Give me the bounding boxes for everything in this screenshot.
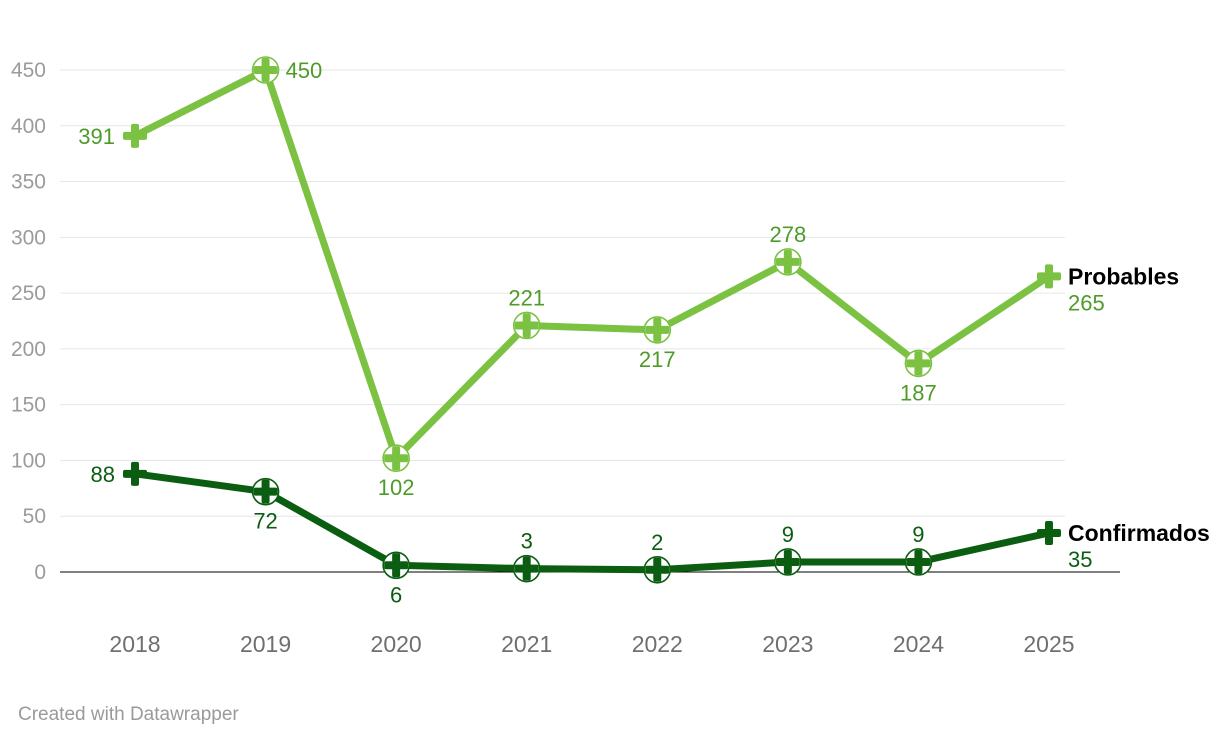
data-label-confirmados: 6 [390, 582, 402, 607]
point-marker-probables [131, 123, 139, 148]
point-marker-confirmados [131, 461, 139, 486]
y-tick-label: 450 [11, 59, 46, 82]
y-tick-label: 50 [23, 505, 46, 528]
y-tick-label: 100 [11, 449, 46, 472]
point-marker-confirmados [783, 549, 792, 574]
y-tick-label: 250 [11, 282, 46, 305]
data-label-confirmados: 9 [782, 522, 794, 547]
x-tick-label: 2021 [501, 631, 552, 657]
data-label-confirmados: 2 [651, 530, 663, 555]
point-marker-confirmados [522, 556, 531, 581]
series-end-value-confirmados: 35 [1068, 547, 1092, 572]
x-tick-label: 2019 [240, 631, 291, 657]
point-marker-confirmados [392, 553, 401, 578]
point-marker-confirmados [1044, 520, 1053, 545]
x-tick-label: 2018 [109, 631, 160, 657]
x-tick-label: 2024 [893, 631, 944, 657]
y-tick-label: 300 [11, 226, 46, 249]
y-tick-label: 200 [11, 338, 46, 361]
y-tick-label: 400 [11, 115, 46, 138]
x-tick-label: 2023 [762, 631, 813, 657]
x-tick-label: 2020 [371, 631, 422, 657]
series-line-confirmados [131, 470, 1053, 574]
point-marker-confirmados [653, 557, 662, 582]
data-label-confirmados: 3 [521, 529, 533, 554]
attribution: Created with Datawrapper [18, 704, 239, 725]
point-marker-probables [261, 58, 270, 82]
data-label-probables: 217 [639, 347, 676, 372]
point-marker-probables [653, 317, 662, 342]
series-line-probables [131, 66, 1053, 462]
data-label-probables: 221 [508, 285, 545, 310]
point-marker-probables [1044, 264, 1053, 289]
point-marker-probables [783, 249, 792, 274]
y-tick-label: 350 [11, 171, 46, 194]
line-chart: 0 50 100 150 200 250 300 350 400 450 2018 2019 2020 2… [11, 56, 1210, 657]
data-label-confirmados: 9 [912, 522, 924, 547]
series-end-value-probables: 265 [1068, 290, 1105, 315]
data-label-probables: 450 [286, 58, 323, 83]
point-marker-confirmados [261, 479, 270, 504]
y-tick-label: 150 [11, 394, 46, 417]
data-label-probables: 102 [378, 475, 415, 500]
x-tick-label: 2022 [632, 631, 683, 657]
point-marker-probables [522, 313, 531, 338]
data-label-confirmados: 88 [91, 462, 115, 487]
series-end-label-confirmados: Confirmados [1068, 520, 1210, 546]
data-label-probables: 278 [769, 222, 806, 247]
y-tick-label: 0 [34, 561, 46, 584]
chart-svg: 0 50 100 150 200 250 300 350 400 450 2018 2019 2020 2… [11, 56, 1210, 657]
series-end-label-probables: Probables [1068, 263, 1179, 289]
data-label-probables: 187 [900, 380, 937, 405]
point-marker-probables [914, 351, 923, 376]
data-label-probables: 391 [78, 124, 115, 149]
point-marker-probables [392, 446, 401, 471]
point-marker-confirmados [914, 549, 923, 574]
x-tick-label: 2025 [1023, 631, 1074, 657]
data-label-confirmados: 72 [253, 509, 277, 534]
